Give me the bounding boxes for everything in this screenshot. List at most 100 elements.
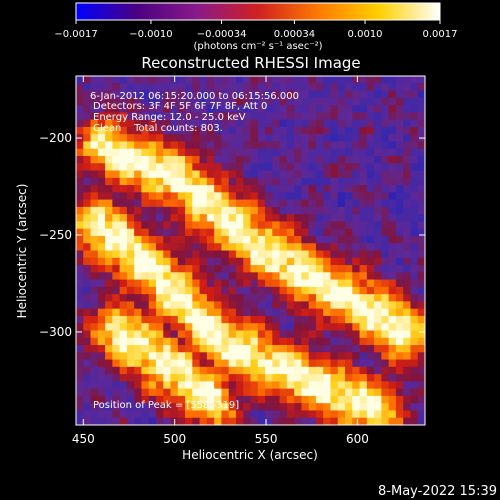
heatmap-cell: [337, 374, 346, 382]
heatmap-cell: [83, 410, 91, 419]
heatmap-cell: [374, 417, 382, 425]
heatmap-cell: [374, 192, 382, 200]
heatmap-cell: [410, 134, 419, 142]
annotation-block: 6-Jan-2012 06:15:20.000 to 06:15:56.000 …: [90, 91, 299, 411]
heatmap-cell: [286, 170, 295, 179]
heatmap-cell: [337, 410, 346, 419]
heatmap-cell: [315, 170, 324, 179]
heatmap-cell: [134, 148, 142, 157]
heatmap-cell: [403, 417, 411, 425]
heatmap-cell: [148, 90, 157, 99]
heatmap-cell: [359, 90, 368, 99]
heatmap-cell: [381, 185, 390, 193]
heatmap-cell: [301, 97, 310, 106]
heatmap-cell: [395, 359, 404, 368]
heatmap-cell: [97, 170, 106, 179]
heatmap-cell: [395, 163, 404, 171]
heatmap-cell: [235, 126, 244, 135]
heatmap-cell: [337, 177, 346, 186]
heatmap-cell: [257, 294, 266, 302]
heatmap-cell: [265, 83, 273, 91]
heatmap-cell: [148, 388, 157, 397]
heatmap-cell: [403, 352, 411, 360]
heatmap-cell: [323, 163, 331, 171]
heatmap-cell: [250, 337, 259, 346]
heatmap-cell: [155, 257, 164, 266]
heatmap-cell: [177, 374, 186, 382]
heatmap-cell: [286, 90, 295, 99]
heatmap-cell: [83, 345, 91, 353]
heatmap-cell: [163, 199, 171, 208]
heatmap-cell: [185, 105, 193, 113]
heatmap-cell: [134, 301, 142, 310]
heatmap-cell: [345, 395, 353, 404]
heatmap-cell: [257, 410, 266, 419]
heatmap-cell: [141, 199, 150, 208]
heatmap-cell: [330, 294, 339, 302]
heatmap-cell: [90, 272, 99, 280]
heatmap-cell: [308, 235, 317, 244]
heatmap-cell: [83, 206, 91, 215]
heatmap-cell: [163, 134, 171, 142]
heatmap-cell: [177, 323, 186, 331]
heatmap-cell: [323, 388, 331, 397]
heatmap-cell: [403, 257, 411, 266]
heatmap-cell: [112, 337, 121, 346]
heatmap-cell: [155, 243, 164, 251]
heatmap-cell: [374, 105, 382, 113]
heatmap-cell: [250, 221, 259, 230]
heatmap-cell: [134, 410, 142, 419]
heatmap-cell: [177, 381, 186, 390]
heatmap-cell: [330, 126, 339, 135]
heatmap-cell: [214, 410, 222, 419]
heatmap-cell: [105, 199, 113, 208]
heatmap-cell: [148, 112, 157, 121]
heatmap-cell: [177, 403, 186, 411]
heatmap-cell: [308, 359, 317, 368]
heatmap-cell: [286, 228, 295, 237]
heatmap-cell: [366, 243, 375, 251]
heatmap-cell: [301, 374, 310, 382]
heatmap-cell: [315, 352, 324, 360]
heatmap-cell: [199, 257, 208, 266]
heatmap-cell: [366, 177, 375, 186]
heatmap-cell: [403, 265, 411, 273]
heatmap-cell: [155, 359, 164, 368]
heatmap-cell: [155, 76, 164, 84]
heatmap-cell: [112, 315, 121, 324]
heatmap-cell: [374, 243, 382, 251]
heatmap-cell: [148, 134, 157, 142]
heatmap-cell: [206, 381, 215, 390]
heatmap-cell: [141, 272, 150, 280]
heatmap-cell: [163, 345, 171, 353]
heatmap-cell: [97, 265, 106, 273]
heatmap-cell: [206, 308, 215, 317]
heatmap-cell: [330, 192, 339, 200]
heatmap-cell: [119, 155, 128, 164]
heatmap-cell: [119, 257, 128, 266]
footer-date: 8-May-2022 15:39: [378, 484, 497, 499]
heatmap-cell: [148, 352, 157, 360]
heatmap-cell: [352, 417, 360, 425]
heatmap-cell: [148, 119, 157, 128]
heatmap-cell: [250, 105, 259, 113]
heatmap-cell: [148, 126, 157, 135]
heatmap-cell: [206, 134, 215, 142]
heatmap-cell: [374, 170, 382, 179]
heatmap-cell: [148, 381, 157, 390]
heatmap-cell: [192, 265, 200, 273]
heatmap-cell: [366, 83, 375, 91]
heatmap-cell: [192, 235, 200, 244]
heatmap-cell: [206, 359, 215, 368]
heatmap-cell: [294, 279, 302, 288]
heatmap-cell: [148, 359, 157, 368]
heatmap-cell: [359, 83, 368, 91]
heatmap-cell: [381, 403, 390, 411]
heatmap-cell: [359, 265, 368, 273]
heatmap-cell: [359, 272, 368, 280]
heatmap-cell: [337, 352, 346, 360]
heatmap-cell: [90, 410, 99, 419]
heatmap-cell: [257, 148, 266, 157]
heatmap-cell: [345, 352, 353, 360]
heatmap-cell: [126, 134, 135, 142]
